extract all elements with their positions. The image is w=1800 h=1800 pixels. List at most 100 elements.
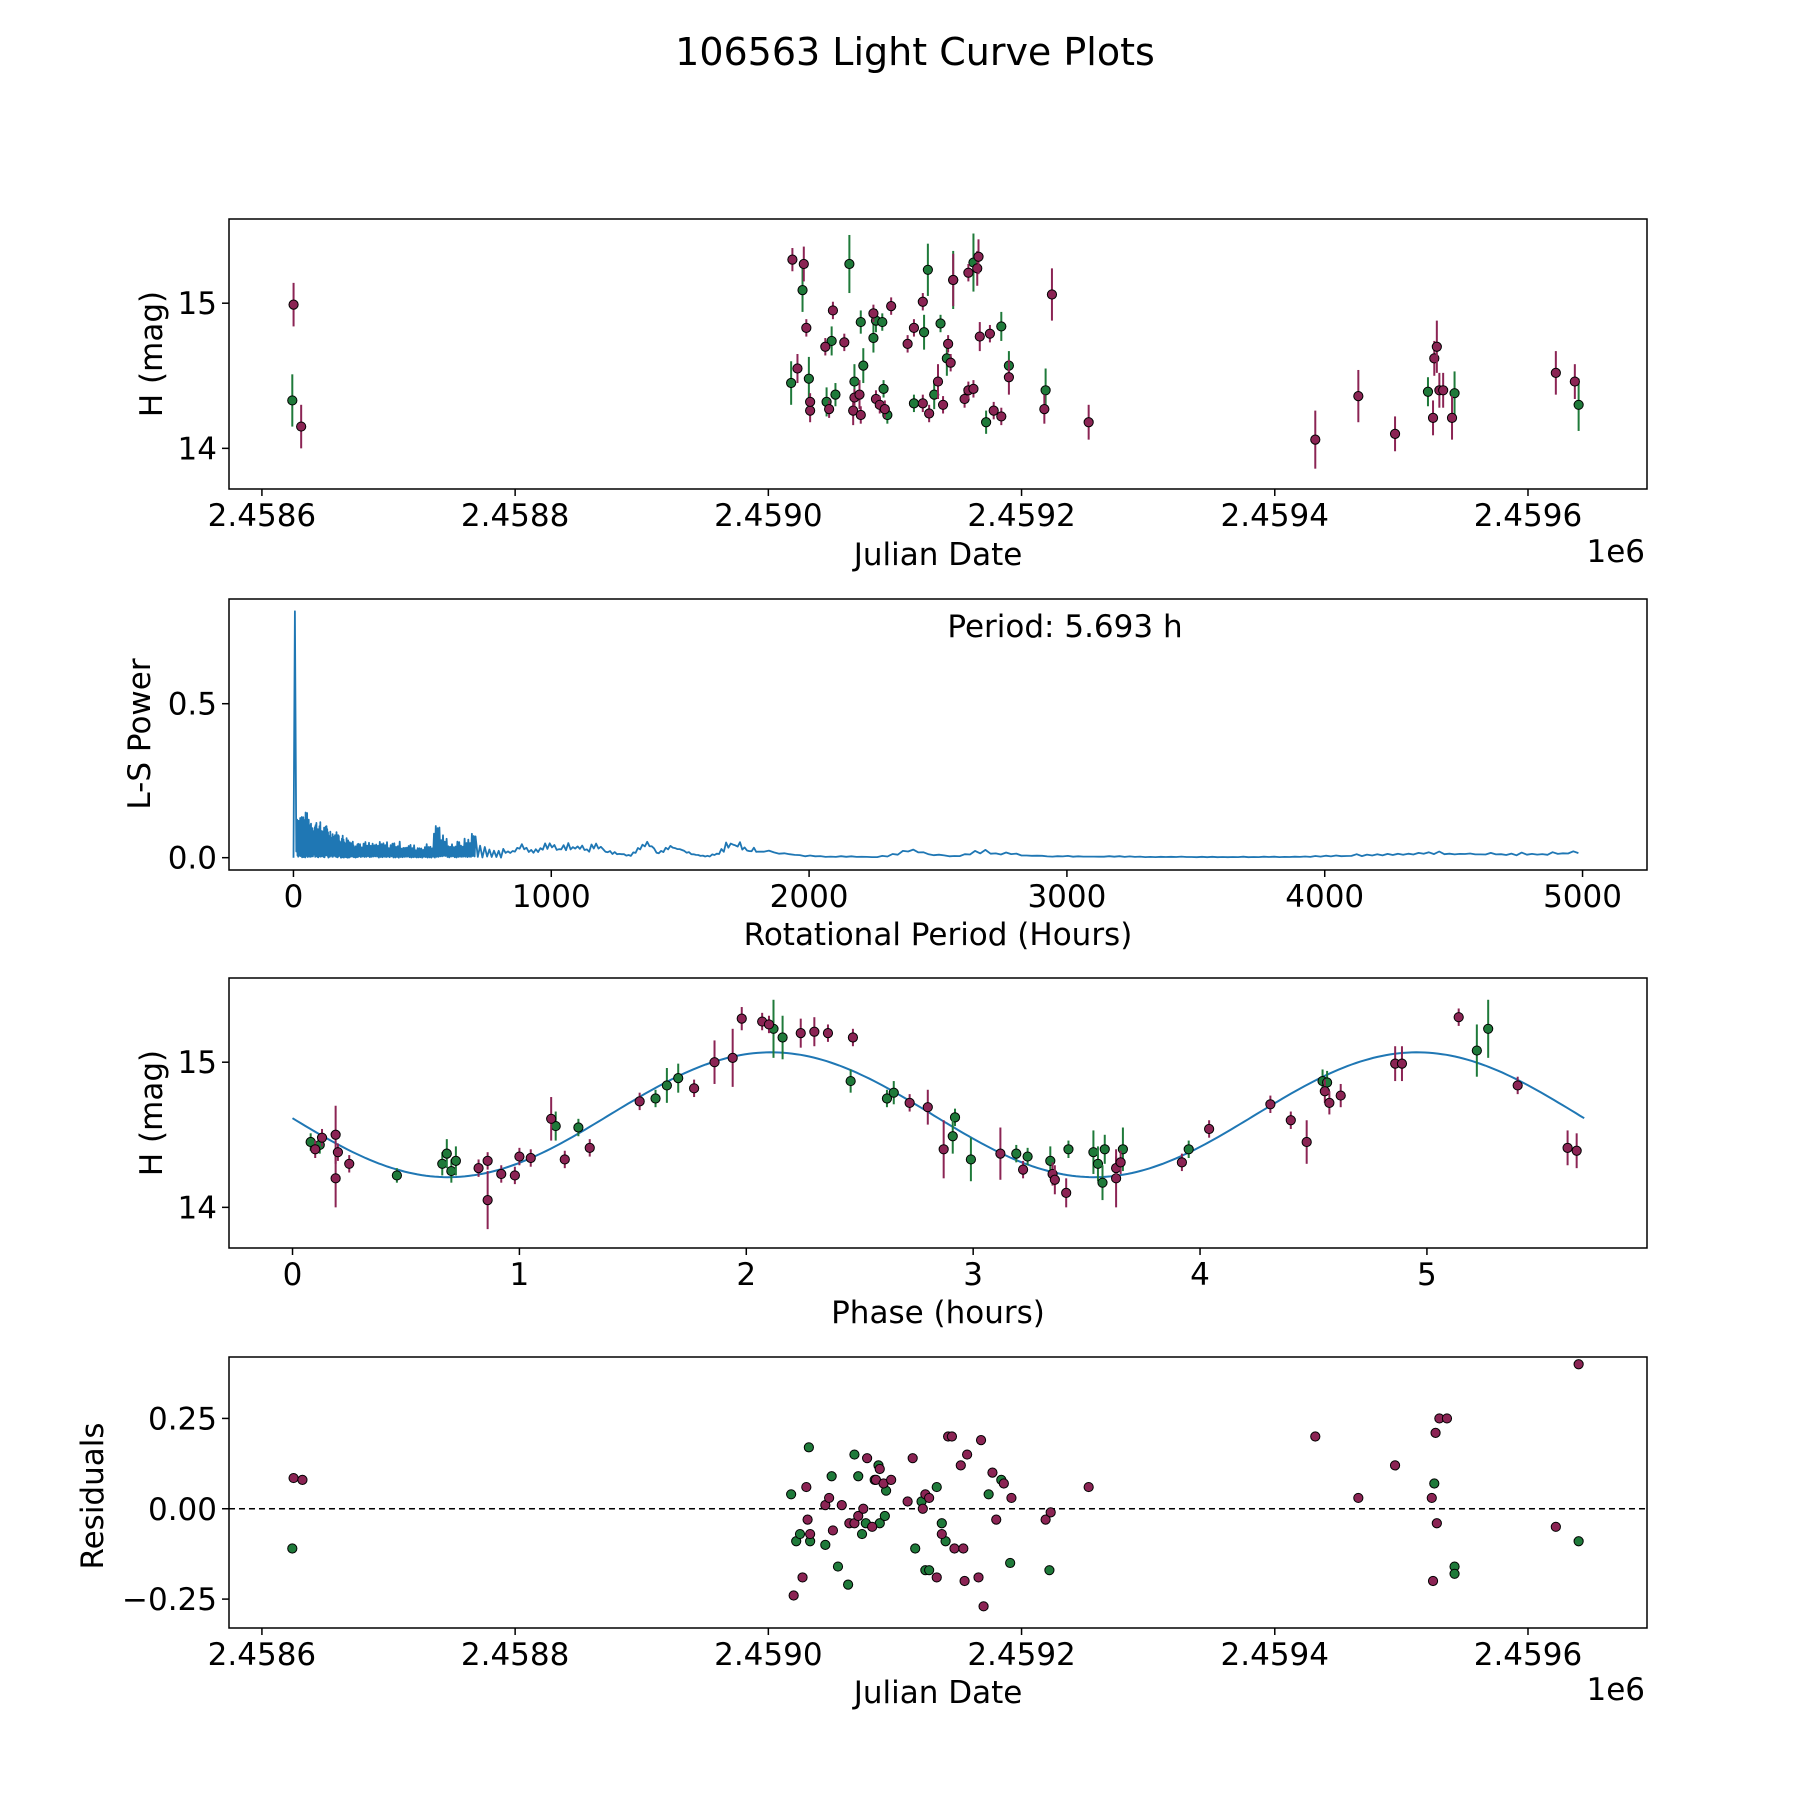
phased-point-green: [661, 1080, 672, 1091]
residuals-point-green: [832, 1561, 844, 1572]
lightcurve-point-maroon: [973, 251, 984, 262]
lightcurve-point-maroon: [855, 409, 866, 421]
phased-point-green: [1088, 1147, 1099, 1158]
periodogram-axes-frame: [228, 598, 1648, 871]
periodogram-xtick-label: 4000: [1285, 879, 1364, 915]
phased-point-maroon: [525, 1152, 536, 1164]
phased-point-maroon: [332, 1147, 344, 1158]
phased-panel: 0 1 2 3 4 5 14 15 Phase (hours) H (mag): [134, 977, 1648, 1331]
lightcurve-point-maroon: [1427, 412, 1439, 423]
lightcurve-point-maroon: [908, 322, 920, 333]
residuals-ytick-label: 0.00: [148, 1492, 217, 1528]
periodogram-xtick-label: 1000: [512, 879, 591, 915]
residuals-point-maroon: [886, 1474, 897, 1485]
periodogram-power-line: [292, 610, 1579, 859]
lightcurve-point-green: [830, 389, 841, 400]
residuals-point-green: [983, 1489, 994, 1500]
residuals-point-green: [287, 1543, 298, 1554]
phased-point-green: [1099, 1144, 1110, 1155]
residuals-point-green: [879, 1510, 890, 1522]
phased-point-maroon: [1453, 1012, 1464, 1023]
lightcurve-point-green: [918, 327, 930, 338]
residuals-point-maroon: [949, 1543, 960, 1554]
lightcurve-point-maroon: [1438, 385, 1449, 396]
phased-xlabel: Phase (hours): [831, 1295, 1045, 1331]
lightcurve-point-maroon: [879, 404, 890, 415]
lightcurve-point-maroon: [827, 305, 839, 316]
lightcurve-xlabel: Julian Date: [852, 537, 1023, 573]
lightcurve-point-maroon: [820, 341, 831, 352]
phased-point-maroon: [1571, 1145, 1582, 1156]
phased-point-maroon: [330, 1129, 341, 1140]
lightcurve-point-green: [826, 335, 837, 347]
residuals-xtick-label: 2.4596: [1474, 1637, 1582, 1673]
residuals-point-maroon: [1389, 1460, 1401, 1471]
phased-point-maroon: [546, 1113, 557, 1124]
lightcurve-point-maroon: [1039, 404, 1050, 415]
lightcurve-point-green: [1449, 388, 1460, 399]
lightcurve-point-maroon: [932, 376, 944, 387]
phased-point-green: [391, 1170, 402, 1181]
lightcurve-point-green: [981, 417, 992, 428]
lightcurve-point-maroon: [886, 300, 897, 312]
phased-point-maroon: [1319, 1086, 1330, 1097]
residuals-point-maroon: [836, 1500, 847, 1511]
residuals-point-maroon: [973, 1572, 984, 1583]
lightcurve-point-maroon: [1310, 434, 1321, 445]
lightcurve-point-maroon: [801, 322, 812, 333]
phased-point-maroon: [1204, 1123, 1215, 1135]
phased-xtick-label: 4: [1190, 1257, 1210, 1293]
residuals-point-green: [936, 1518, 947, 1529]
lightcurve-point-green: [287, 395, 298, 406]
residuals-point-maroon: [959, 1575, 970, 1587]
lightcurve-ticks: 2.4586 2.4588 2.4590 2.4592 2.4594 2.4596 14 15: [178, 286, 1583, 534]
residuals-point-green: [826, 1471, 837, 1482]
residuals-point-green: [794, 1528, 806, 1540]
residuals-panel: 2.4586 2.4588 2.4590 2.4592 2.4594 2.4596 0.25…: [75, 1356, 1648, 1711]
phased-point-maroon: [310, 1144, 321, 1155]
lightcurve-point-maroon: [902, 338, 913, 349]
residuals-marks: [229, 1359, 1647, 1612]
residuals-point-maroon: [931, 1572, 942, 1583]
residuals-point-maroon: [936, 1528, 947, 1540]
residuals-point-maroon: [858, 1503, 869, 1514]
phased-point-maroon: [509, 1170, 520, 1181]
residuals-point-green: [931, 1481, 942, 1493]
residuals-point-maroon: [987, 1467, 998, 1478]
residuals-point-maroon: [1353, 1492, 1364, 1504]
phased-ticks: 0 1 2 3 4 5 14 15: [178, 1045, 1437, 1293]
lightcurve-point-maroon: [943, 338, 954, 349]
phased-point-maroon: [995, 1148, 1006, 1159]
phased-point-maroon: [727, 1052, 738, 1063]
lightcurve-point-green: [935, 318, 946, 329]
lightcurve-point-green: [908, 398, 920, 409]
phased-point-green: [1063, 1144, 1074, 1155]
phased-point-green: [1011, 1148, 1022, 1159]
lightcurve-xtick-label: 2.4588: [461, 498, 569, 534]
residuals-point-maroon: [805, 1528, 816, 1540]
residuals-point-maroon: [946, 1431, 958, 1442]
lightcurve-point-green: [797, 285, 808, 296]
phased-ytick-label: 15: [178, 1045, 217, 1081]
phased-point-green: [881, 1093, 893, 1104]
phased-point-maroon: [514, 1151, 525, 1162]
residuals-point-maroon: [288, 1472, 299, 1484]
lightcurve-point-green: [878, 383, 889, 394]
lightcurve-point-maroon: [1083, 417, 1094, 428]
residuals-point-maroon: [975, 1435, 987, 1446]
residuals-point-maroon: [867, 1521, 878, 1532]
lightcurve-point-maroon: [1550, 367, 1561, 378]
phased-point-maroon: [1396, 1058, 1408, 1069]
residuals-point-maroon: [1550, 1521, 1561, 1532]
residuals-point-green: [856, 1528, 868, 1540]
residuals-point-maroon: [824, 1492, 835, 1504]
residuals-point-maroon: [962, 1449, 973, 1460]
phased-point-maroon: [1324, 1097, 1335, 1108]
residuals-ytick-label: 0.25: [148, 1401, 217, 1437]
phased-point-green: [1183, 1144, 1194, 1155]
phased-point-maroon: [904, 1097, 915, 1108]
phased-point-maroon: [938, 1144, 949, 1155]
lightcurve-axes-frame: [228, 218, 1648, 490]
residuals-point-maroon: [924, 1492, 935, 1504]
lightcurve-point-maroon: [288, 299, 299, 310]
